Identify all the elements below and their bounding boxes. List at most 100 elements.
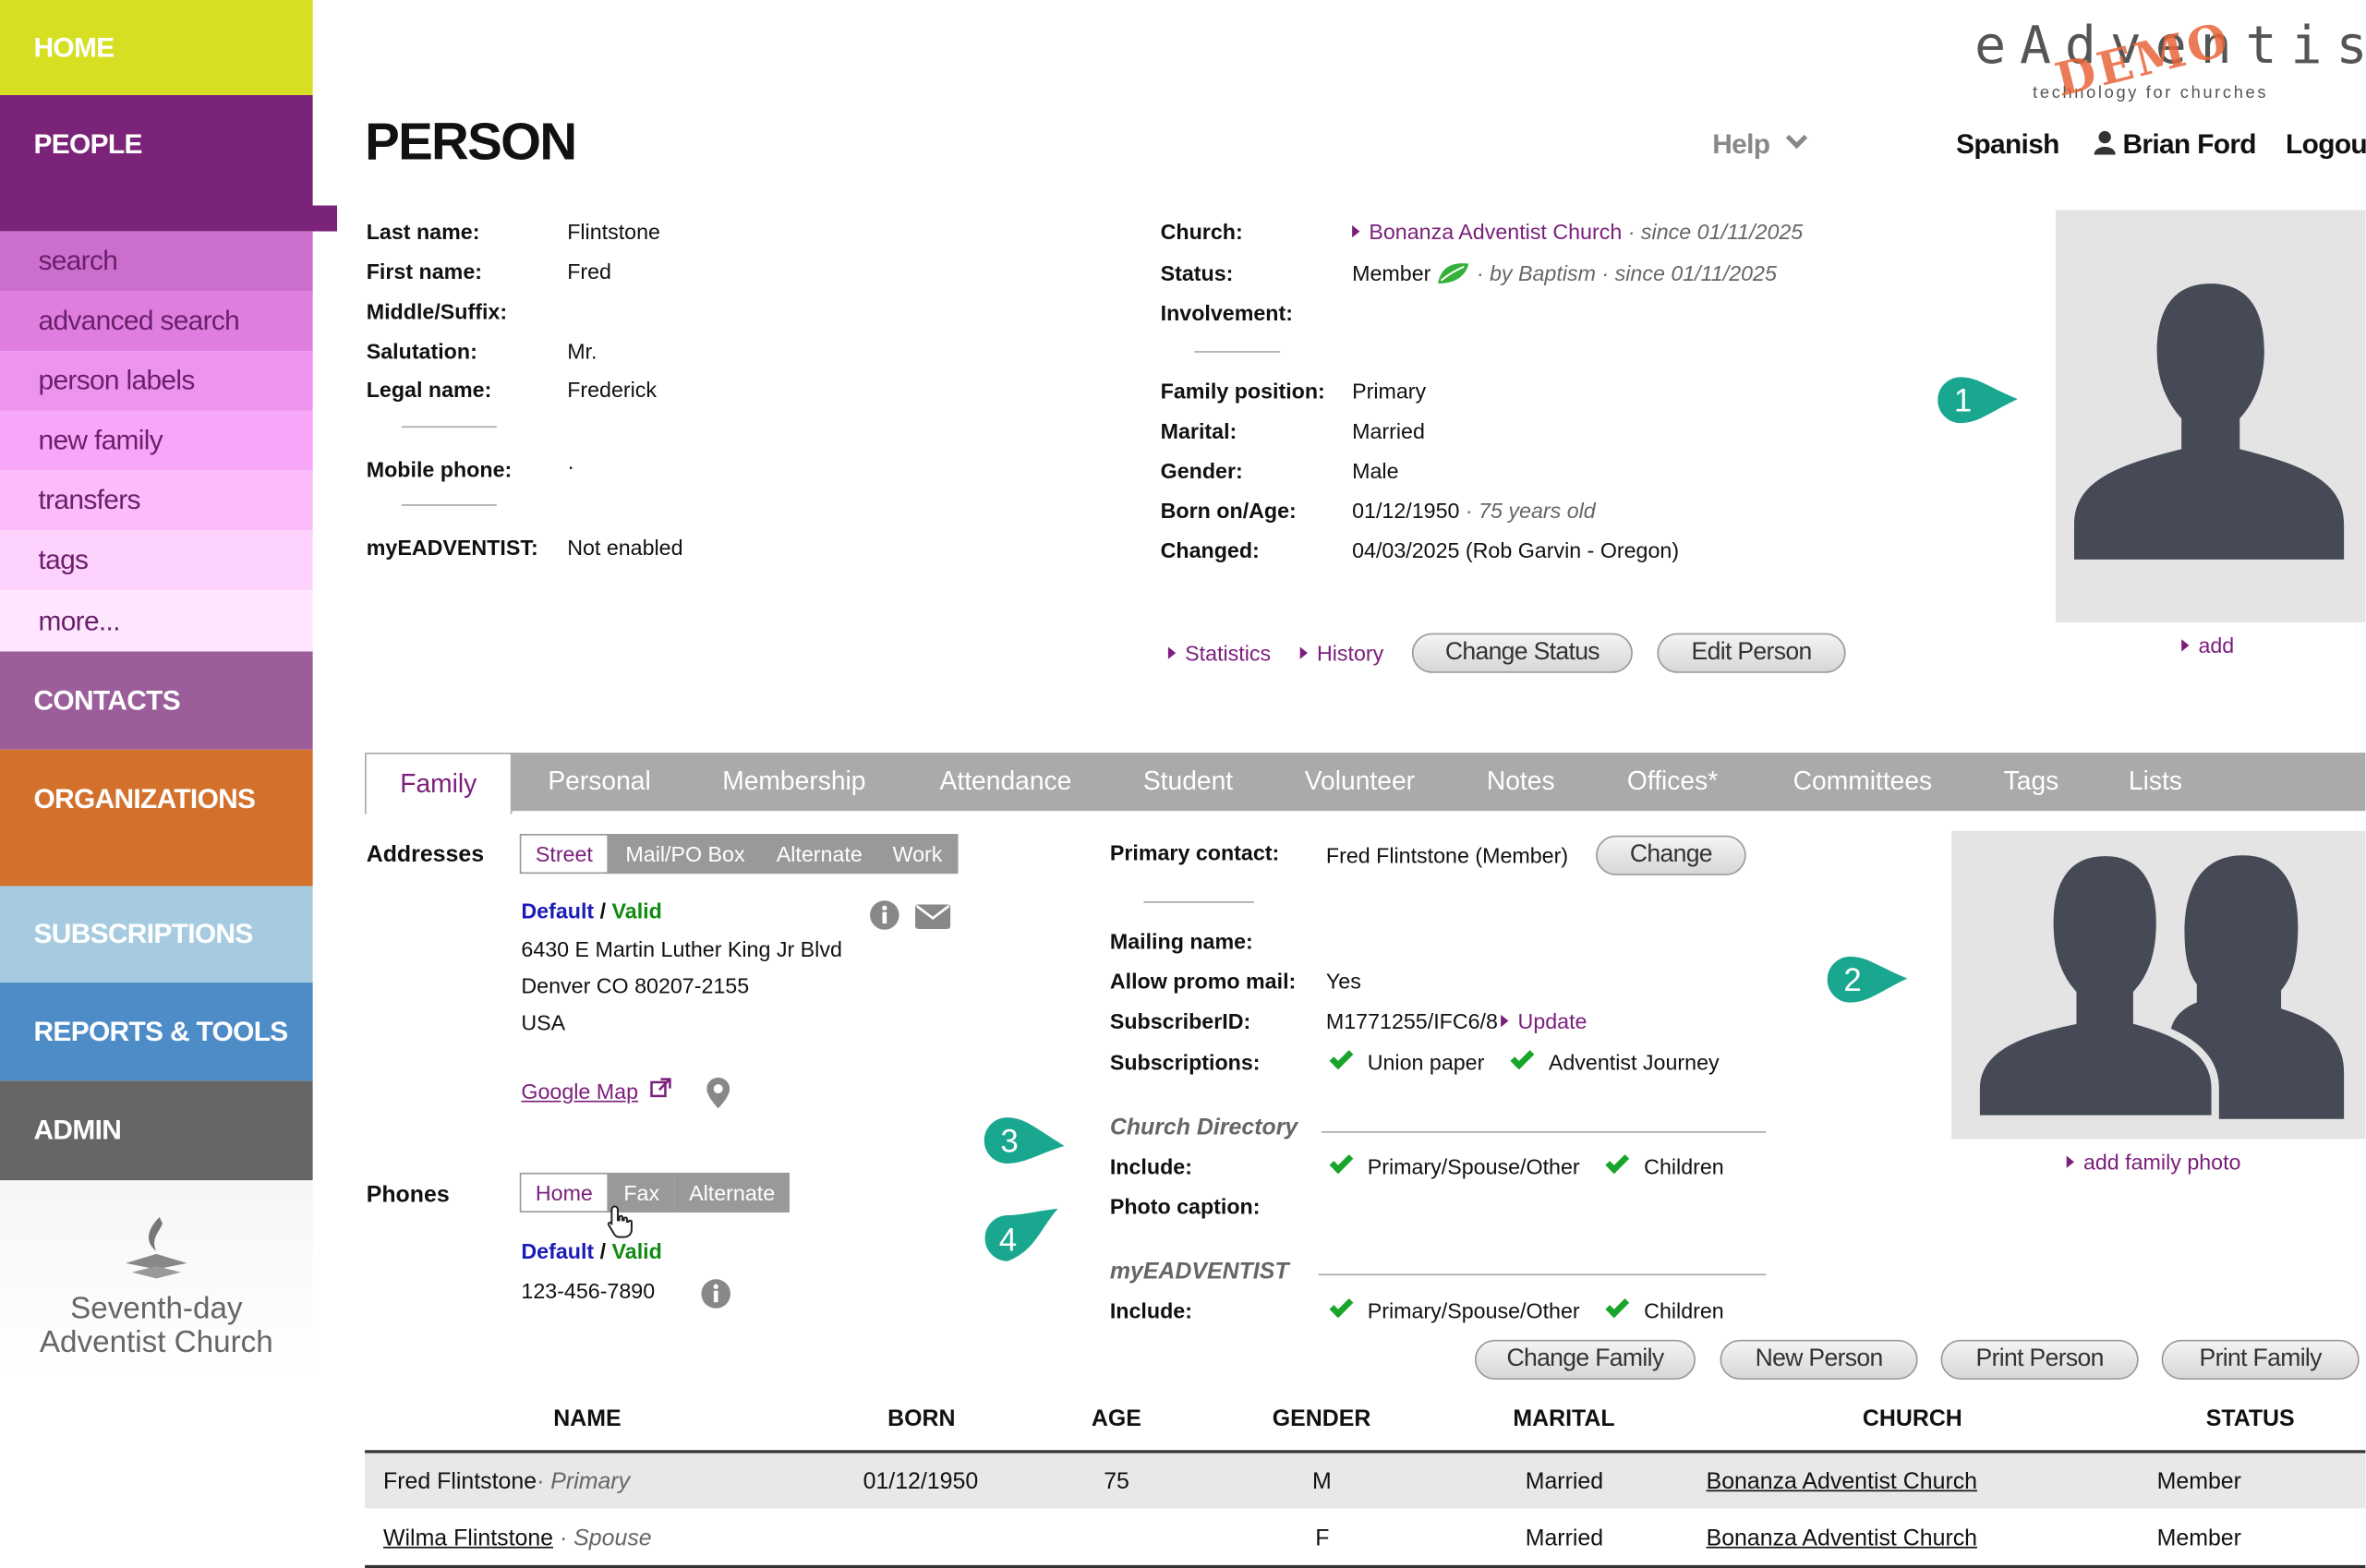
tab-personal[interactable]: Personal bbox=[548, 766, 651, 796]
address-tab-mail-po-box[interactable]: Mail/PO Box bbox=[609, 834, 763, 874]
row-church-link[interactable]: Bonanza Adventist Church bbox=[1706, 1468, 1978, 1495]
google-map-link[interactable]: Google Map bbox=[521, 1078, 671, 1104]
logout-link[interactable]: Logout bbox=[2286, 128, 2366, 160]
callout-number: 4 bbox=[999, 1223, 1017, 1259]
primary-contact-value: Fred Flintstone (Member) bbox=[1325, 843, 1569, 868]
myeadventist-include-label: Include: bbox=[1109, 1298, 1192, 1323]
member-name: Fred Flintstone bbox=[383, 1468, 537, 1495]
church-label: Church: bbox=[1160, 219, 1243, 244]
checkmark-icon bbox=[1329, 1150, 1354, 1175]
info-icon[interactable] bbox=[869, 899, 899, 930]
callout-badge-2: 2 bbox=[1825, 954, 1911, 1006]
divider bbox=[1143, 901, 1254, 903]
nav-people-person-labels[interactable]: person labels bbox=[0, 351, 313, 411]
status-text: Member bbox=[1352, 260, 1431, 285]
family-position-value: Primary bbox=[1352, 379, 1427, 404]
nav-people[interactable]: PEOPLE bbox=[0, 94, 338, 232]
row-gender: M bbox=[1311, 1468, 1332, 1495]
nav-people-tags[interactable]: tags bbox=[0, 530, 313, 591]
nav-people-more[interactable]: more... bbox=[0, 590, 313, 652]
member-name-link[interactable]: Wilma Flintstone bbox=[383, 1525, 554, 1551]
print-family-button[interactable]: Print Family bbox=[2161, 1339, 2360, 1380]
slash: / bbox=[599, 1238, 607, 1263]
add-family-photo-link[interactable]: add family photo bbox=[2066, 1150, 2240, 1175]
nav-people-advanced-search[interactable]: advanced search bbox=[0, 291, 313, 352]
nav-people-transfers[interactable]: transfers bbox=[0, 470, 313, 531]
language-link[interactable]: Spanish bbox=[1956, 128, 2059, 160]
tab-committees[interactable]: Committees bbox=[1793, 766, 1933, 796]
column-header-marital: MARITAL bbox=[1513, 1405, 1615, 1432]
changed-value: 04/03/2025 (Rob Garvin - Oregon) bbox=[1352, 537, 1680, 563]
new-person-button[interactable]: New Person bbox=[1720, 1339, 1918, 1380]
update-link[interactable]: Update bbox=[1517, 1008, 1587, 1033]
tab-notes[interactable]: Notes bbox=[1486, 766, 1555, 796]
nav-organizations[interactable]: ORGANIZATIONS bbox=[0, 749, 313, 887]
include-item: Primary/Spouse/Other bbox=[1367, 1153, 1580, 1179]
subscriber-id-value: M1771255/IFC6/8 Update bbox=[1326, 1008, 1587, 1033]
user-menu[interactable]: Brian Ford bbox=[2094, 128, 2257, 161]
add-photo-label: add bbox=[2198, 633, 2235, 658]
divider bbox=[1194, 351, 1281, 353]
tab-membership[interactable]: Membership bbox=[722, 766, 866, 796]
church-since: · since 01/11/2025 bbox=[1627, 219, 1804, 244]
subscription-item: Union paper bbox=[1367, 1050, 1485, 1075]
address-tab-alternate[interactable]: Alternate bbox=[762, 834, 877, 874]
info-icon[interactable] bbox=[701, 1278, 731, 1309]
sda-logo-line1: Seventh-day bbox=[70, 1292, 243, 1326]
history-link[interactable]: History bbox=[1299, 641, 1383, 665]
phone-tab-fax[interactable]: Fax bbox=[609, 1172, 675, 1213]
addresses-label: Addresses bbox=[366, 841, 485, 868]
add-photo-link[interactable]: add bbox=[2181, 633, 2235, 658]
status-label: Status: bbox=[1160, 260, 1234, 285]
person-photo[interactable] bbox=[2056, 210, 2366, 622]
address-tab-street[interactable]: Street bbox=[519, 834, 610, 874]
marital-label: Marital: bbox=[1160, 418, 1237, 443]
change-family-button[interactable]: Change Family bbox=[1474, 1339, 1696, 1380]
change-status-button[interactable]: Change Status bbox=[1411, 633, 1633, 673]
gender-label: Gender: bbox=[1160, 458, 1243, 483]
address-tab-work[interactable]: Work bbox=[876, 834, 959, 874]
tab-bar bbox=[365, 753, 2366, 812]
myeadventist-section-title: myEADVENTIST bbox=[1109, 1258, 1289, 1285]
include-item: Children bbox=[1644, 1298, 1724, 1323]
table-row[interactable] bbox=[365, 1508, 2365, 1563]
nav-home[interactable]: HOME bbox=[0, 0, 313, 95]
change-primary-contact-button[interactable]: Change bbox=[1596, 835, 1746, 875]
nav-subscriptions[interactable]: SUBSCRIPTIONS bbox=[0, 886, 313, 983]
tab-tags[interactable]: Tags bbox=[2003, 766, 2059, 796]
phone-tab-home[interactable]: Home bbox=[519, 1172, 610, 1213]
nav-people-search[interactable]: search bbox=[0, 231, 313, 292]
salutation-label: Salutation: bbox=[366, 338, 477, 364]
print-person-button[interactable]: Print Person bbox=[1940, 1339, 2139, 1380]
valid-label: Valid bbox=[611, 898, 662, 923]
row-gender: F bbox=[1315, 1525, 1330, 1551]
row-church-link[interactable]: Bonanza Adventist Church bbox=[1706, 1525, 1978, 1551]
middle-suffix-label: Middle/Suffix: bbox=[366, 298, 508, 324]
help-menu[interactable]: Help bbox=[1712, 127, 1808, 161]
phone-tab-alternate[interactable]: Alternate bbox=[674, 1172, 790, 1213]
subscriptions-value: Union paper Adventist Journey bbox=[1329, 1045, 1720, 1075]
nav-reports-tools[interactable]: REPORTS & TOOLS bbox=[0, 983, 313, 1081]
nav-contacts[interactable]: CONTACTS bbox=[0, 651, 313, 750]
tab-attendance[interactable]: Attendance bbox=[939, 766, 1072, 796]
nav-people-new-family[interactable]: new family bbox=[0, 410, 313, 471]
envelope-icon[interactable] bbox=[915, 904, 951, 929]
tab-family[interactable]: Family bbox=[365, 753, 513, 814]
family-photo[interactable] bbox=[1951, 830, 2366, 1140]
nav-admin[interactable]: ADMIN bbox=[0, 1080, 313, 1181]
table-row[interactable] bbox=[365, 1453, 2366, 1509]
row-age: 75 bbox=[1104, 1468, 1129, 1495]
map-pin-icon[interactable] bbox=[706, 1077, 730, 1109]
tab-offices[interactable]: Offices* bbox=[1626, 766, 1719, 796]
checkmark-icon bbox=[1606, 1294, 1630, 1319]
phone-value: 123-456-7890 bbox=[521, 1278, 656, 1303]
callout-badge-1: 1 bbox=[1935, 374, 2021, 426]
column-header-church: CHURCH bbox=[1862, 1405, 1962, 1432]
church-link[interactable]: Bonanza Adventist Church bbox=[1369, 219, 1623, 244]
user-name: Brian Ford bbox=[2122, 128, 2256, 160]
statistics-link[interactable]: Statistics bbox=[1167, 641, 1271, 665]
tab-lists[interactable]: Lists bbox=[2128, 766, 2182, 796]
edit-person-button[interactable]: Edit Person bbox=[1657, 633, 1846, 673]
tab-volunteer[interactable]: Volunteer bbox=[1304, 766, 1416, 796]
tab-student[interactable]: Student bbox=[1142, 766, 1234, 796]
